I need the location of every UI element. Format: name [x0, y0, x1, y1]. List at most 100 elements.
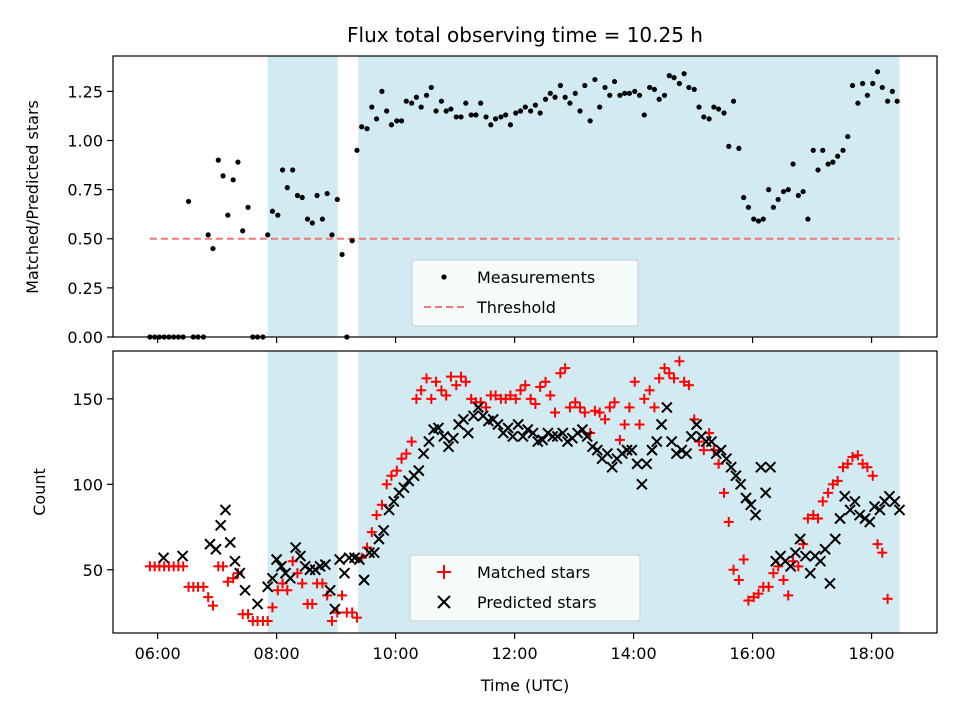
measurement-point	[483, 114, 489, 120]
matched-point	[515, 385, 526, 396]
predicted-point	[176, 550, 189, 562]
predicted-point	[492, 418, 504, 431]
measurement-point	[785, 187, 791, 193]
measurement-point	[240, 228, 246, 234]
measurement-point	[572, 90, 578, 96]
measurement-point	[676, 80, 682, 87]
panel-bottom: 50 100 150 06:00 08:00 10:00 12:00 14:00 16:00 1…	[30, 350, 938, 695]
predicted-point	[275, 560, 288, 573]
matched-point	[441, 390, 452, 401]
matched-point	[564, 402, 575, 413]
y-tick-label: 100	[72, 475, 103, 494]
measurement-point	[632, 88, 638, 94]
predicted-point	[319, 558, 332, 571]
measurement-point	[309, 220, 315, 226]
matched-point	[426, 393, 437, 404]
y-tick-label: 0.50	[67, 230, 103, 249]
measurement-point	[225, 212, 231, 218]
panel-bottom-legend: Matched stars Predicted stars	[409, 554, 641, 622]
matched-point	[520, 380, 531, 391]
measurement-point	[835, 153, 841, 159]
predicted-point	[358, 574, 370, 586]
measurement-point	[766, 187, 772, 193]
predicted-point	[388, 495, 400, 508]
predicted-point	[210, 543, 222, 555]
predicted-point	[432, 422, 445, 434]
measurement-point	[379, 88, 385, 94]
matched-point	[232, 568, 243, 579]
matched-point	[683, 380, 694, 391]
matched-point	[178, 561, 189, 572]
predicted-point	[824, 577, 836, 590]
matched-point	[555, 368, 566, 379]
matched-point	[391, 465, 402, 476]
measurement-point	[492, 116, 499, 122]
predicted-point	[581, 430, 593, 443]
measurement-point	[369, 104, 375, 110]
measurement-point	[760, 216, 766, 222]
matched-point	[698, 445, 709, 456]
legend-matched-label: Matched stars	[477, 563, 590, 582]
matched-point	[307, 598, 318, 609]
measurement-point	[359, 124, 365, 130]
measurement-point	[542, 96, 549, 102]
matched-point	[282, 585, 293, 596]
predicted-point	[829, 533, 841, 545]
panel-top-y-ticks: 0.00 0.25 0.50 0.75 1.00 1.25	[67, 82, 113, 347]
measurement-point	[800, 188, 806, 195]
measurement-point	[185, 198, 192, 205]
predicted-point	[715, 444, 727, 456]
measurement-point	[741, 194, 747, 201]
matched-point	[460, 376, 471, 387]
measurement-point	[557, 82, 563, 89]
matched-point	[272, 585, 283, 596]
measurement-point	[507, 122, 514, 128]
measurement-point	[815, 167, 821, 173]
predicted-point	[270, 553, 283, 566]
matched-point	[579, 407, 590, 418]
predicted-point	[621, 444, 633, 456]
predicted-point	[467, 410, 480, 422]
measurement-point	[671, 75, 677, 81]
measurement-point	[641, 112, 647, 118]
matched-point	[207, 600, 218, 611]
measurement-point	[354, 147, 360, 153]
predicted-point	[670, 447, 683, 460]
measurement-point	[751, 216, 757, 222]
legend-predicted-marker	[437, 595, 451, 609]
predicted-point	[849, 495, 861, 508]
predicted-point	[546, 430, 559, 443]
predicted-point	[417, 447, 430, 460]
predicted-point	[725, 461, 737, 473]
y-tick-label: 0.00	[67, 328, 103, 347]
measurement-point	[730, 98, 737, 104]
measurement-point	[666, 73, 672, 79]
panel-top: 0.00 0.25 0.50 0.75 1.00 1.25 Matched/Predict…	[23, 55, 938, 347]
predicted-point	[794, 533, 806, 545]
predicted-point	[839, 490, 851, 502]
measurement-point	[845, 133, 851, 140]
predicted-point	[749, 509, 762, 521]
matched-point	[386, 470, 397, 481]
x-tick-label: 08:00	[254, 644, 300, 663]
matched-point	[674, 356, 685, 367]
predicted-point	[591, 444, 603, 456]
measurement-point	[894, 98, 900, 104]
measurement-point	[349, 238, 355, 244]
measurement-point	[265, 232, 271, 238]
measurement-point	[780, 188, 787, 195]
measurement-point	[409, 100, 415, 106]
measurement-point	[562, 94, 568, 100]
predicted-point	[438, 430, 450, 443]
predicted-point	[834, 512, 846, 525]
matched-point	[297, 578, 308, 589]
measurement-point	[755, 218, 762, 224]
matched-point	[669, 373, 680, 384]
measurement-point	[463, 100, 469, 106]
matched-point	[575, 402, 586, 413]
matched-point	[381, 479, 392, 490]
predicted-point	[377, 524, 390, 537]
measurement-point	[864, 92, 870, 98]
measurement-point	[373, 116, 380, 122]
y-tick-label: 1.25	[67, 82, 103, 101]
